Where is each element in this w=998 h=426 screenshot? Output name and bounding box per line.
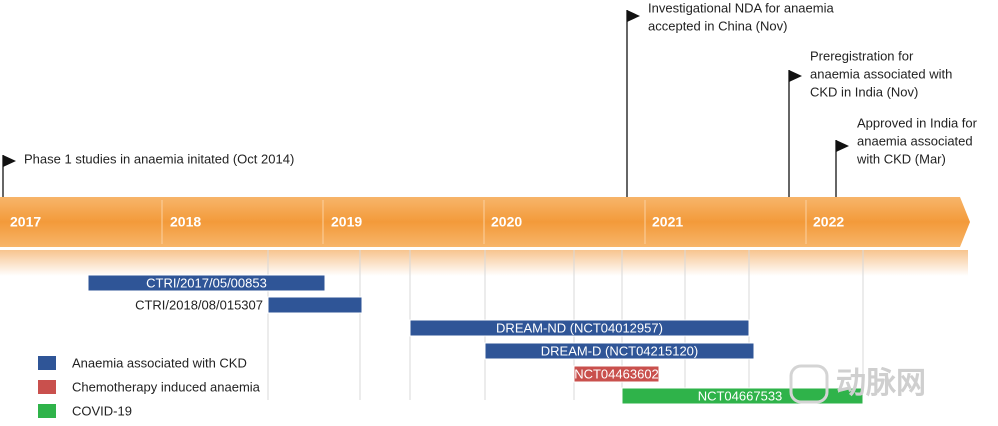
milestone-text: with CKD (Mar): [856, 151, 946, 166]
year-label: 2020: [491, 214, 522, 230]
trial-label: DREAM-ND (NCT04012957): [496, 320, 663, 335]
trial-bar: [573, 365, 660, 383]
trial-bar: [484, 342, 755, 360]
milestone-text: Investigational NDA for anaemia: [648, 0, 834, 15]
milestone-text: Preregistration for: [810, 48, 914, 63]
trial-bar: [87, 274, 326, 292]
milestone-text: anaemia associated: [857, 133, 973, 148]
watermark-logo: [789, 364, 829, 404]
legend-swatch: [38, 380, 56, 394]
trial-bar: [621, 387, 864, 405]
legend-swatch: [38, 356, 56, 370]
milestone-text: accepted in China (Nov): [648, 18, 787, 33]
trial-label: DREAM-D (NCT04215120): [541, 343, 699, 358]
year-label: 2018: [170, 214, 201, 230]
milestone-flag: [836, 140, 849, 152]
trial-label: NCT04667533: [698, 388, 783, 403]
legend-label: COVID-19: [72, 403, 132, 418]
milestone-text: Phase 1 studies in anaemia initated (Oct…: [24, 151, 294, 166]
trial-label: CTRI/2017/05/00853: [146, 275, 267, 290]
year-label: 2021: [652, 214, 683, 230]
milestone-text: anaemia associated with: [810, 66, 952, 81]
year-band: [0, 197, 970, 247]
legend-label: Anaemia associated with CKD: [72, 355, 247, 370]
milestone-text: CKD in India (Nov): [810, 84, 918, 99]
legend-label: Chemotherapy induced anaemia: [72, 379, 261, 394]
year-label: 2017: [10, 214, 41, 230]
trial-bar: [409, 319, 750, 337]
trial-bar: [267, 296, 363, 314]
watermark: 动脉网: [836, 367, 926, 400]
year-label: 2022: [813, 214, 844, 230]
content: 2017 2018 2019 2020 2021 2022 Phase 1 studies …: [2, 0, 978, 418]
legend-swatch: [38, 404, 56, 418]
trial-label: NCT04463602: [574, 366, 659, 381]
milestone-flag: [627, 10, 640, 22]
year-label: 2019: [331, 214, 362, 230]
band-shadow: [0, 250, 968, 276]
trial-label: CTRI/2018/08/015307: [135, 297, 263, 312]
milestone-flag: [3, 155, 16, 167]
milestone-flag: [789, 70, 802, 82]
milestone-text: Approved in India for: [857, 115, 978, 130]
